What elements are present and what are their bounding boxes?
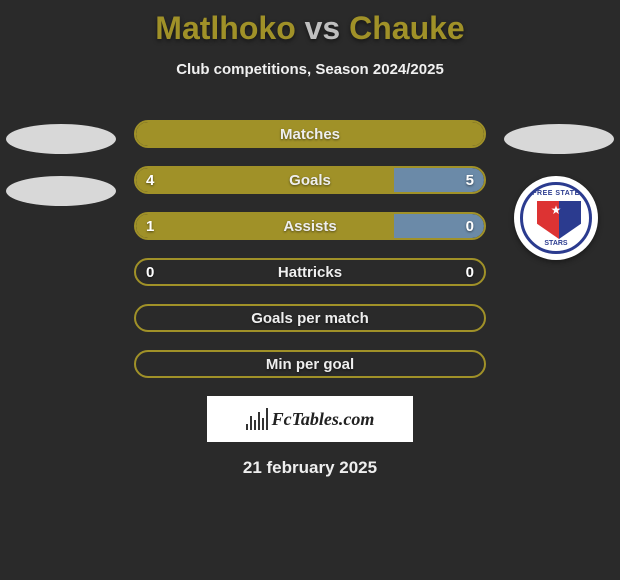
stat-label: Goals per match — [251, 310, 369, 327]
stat-label: Matches — [280, 126, 340, 143]
comparison-date: 21 february 2025 — [0, 458, 620, 478]
stat-value-right: 0 — [466, 264, 474, 281]
left-team-crest-placeholder — [6, 176, 116, 206]
stat-row: 4 5 Goals — [134, 166, 486, 194]
left-player-photo-placeholder — [6, 124, 116, 154]
stat-fill-left — [136, 168, 394, 192]
player2-name: Chauke — [349, 10, 465, 46]
right-player-photo-placeholder — [504, 124, 614, 154]
stat-value-left: 0 — [146, 264, 154, 281]
stat-value-left: 1 — [146, 218, 154, 235]
fctables-logo[interactable]: FcTables.com — [207, 396, 413, 442]
fctables-label: FcTables.com — [272, 409, 375, 430]
comparison-title: Matlhoko vs Chauke — [0, 0, 620, 47]
stat-row: Goals per match — [134, 304, 486, 332]
right-team-crest: FREE STATE ★ STARS — [514, 176, 598, 260]
stat-label: Goals — [289, 172, 331, 189]
subtitle: Club competitions, Season 2024/2025 — [0, 61, 620, 78]
stat-row: 0 0 Hattricks — [134, 258, 486, 286]
stat-row: Min per goal — [134, 350, 486, 378]
crest-text-top: FREE STATE — [523, 190, 589, 197]
crest-text-bottom: STARS — [523, 240, 589, 247]
bars-icon — [246, 408, 268, 430]
vs-text: vs — [305, 10, 341, 46]
crest-star-icon: ★ — [551, 203, 562, 217]
stat-label: Hattricks — [278, 264, 342, 281]
player1-name: Matlhoko — [155, 10, 295, 46]
crest-ring: FREE STATE ★ STARS — [520, 182, 592, 254]
stat-value-right: 0 — [466, 218, 474, 235]
stat-label: Assists — [283, 218, 336, 235]
stat-row: Matches — [134, 120, 486, 148]
stat-value-right: 5 — [466, 172, 474, 189]
stat-value-left: 4 — [146, 172, 154, 189]
stat-label: Min per goal — [266, 356, 354, 373]
stat-row: 1 0 Assists — [134, 212, 486, 240]
stat-fill-left — [136, 214, 394, 238]
